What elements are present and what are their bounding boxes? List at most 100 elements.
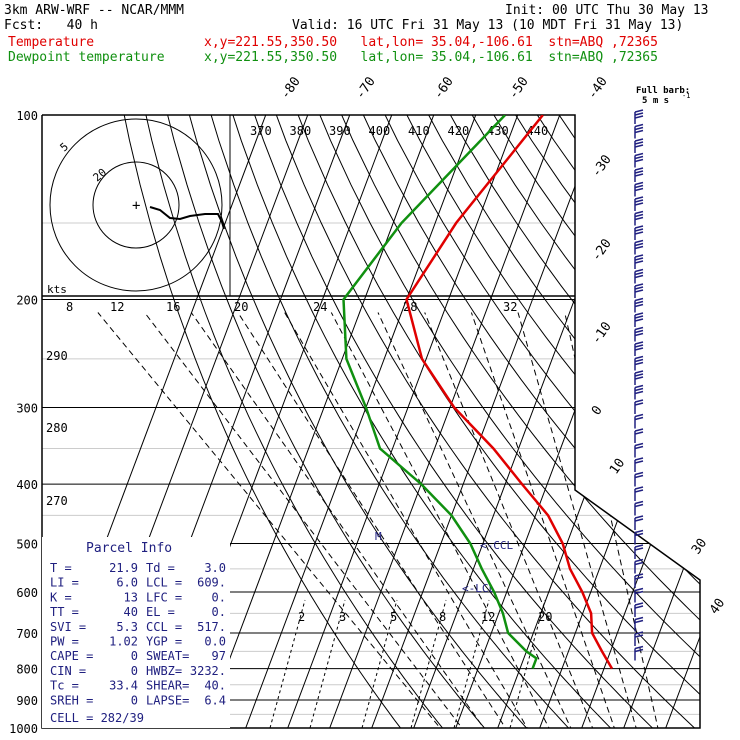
mixing-ratio-line xyxy=(269,599,306,728)
pressure-label: 200 xyxy=(16,294,38,308)
parcel-row: PW = 1.02 YGP = 0.0 xyxy=(50,635,226,649)
dry-adiabat xyxy=(202,115,582,728)
isotherm-label: 10 xyxy=(607,456,628,477)
theta-label: 280 xyxy=(46,421,68,435)
wind-barb xyxy=(634,196,644,211)
dry-adiabat xyxy=(181,115,539,728)
parcel-row: T = 21.9 Td = 3.0 xyxy=(50,561,226,575)
wind-barb xyxy=(634,500,644,516)
moist-adiabat xyxy=(144,312,473,728)
mixing-ratio-label: 8 xyxy=(439,610,446,624)
wind-barb xyxy=(634,486,644,501)
svg-text:Tc =: Tc = xyxy=(50,679,79,693)
parcel-row: SVI = 5.3 CCL = 517. xyxy=(50,620,226,634)
mixing-ratio-label: 20 xyxy=(234,300,248,314)
svg-text:SVI =: SVI = xyxy=(50,620,86,634)
parcel-row: CAPE = 0 SWEAT= 97 xyxy=(50,649,226,663)
dewpoint-location: x,y=221.55,350.50 lat,lon= 35.04,-106.61… xyxy=(204,50,658,65)
pressure-label: 500 xyxy=(16,537,38,551)
mixing-ratio-label: 32 xyxy=(503,300,517,314)
wind-barb xyxy=(634,268,644,284)
theta-e-label: 390 xyxy=(329,124,351,138)
svg-text:EL =: EL = xyxy=(146,605,175,619)
dry-adiabat xyxy=(497,115,700,728)
wind-barb xyxy=(634,616,644,632)
svg-text:T =: T = xyxy=(50,561,72,575)
parcel-row: CIN = 0 HWBZ= 3232. xyxy=(50,664,226,678)
wind-barb xyxy=(634,645,644,661)
wind-barb xyxy=(634,283,644,298)
dry-adiabat xyxy=(244,115,667,728)
svg-text:97: 97 xyxy=(212,649,226,663)
parcel-info-box: Parcel Info T = 21.9 Td = 3.0 LI = 6.0 LCL = 60… xyxy=(42,537,230,728)
mixing-ratio-line xyxy=(509,599,546,728)
svg-text:TT =: TT = xyxy=(50,605,79,619)
dry-adiabat xyxy=(371,115,700,728)
pressure-label: 800 xyxy=(16,663,38,677)
mixing-ratio-line xyxy=(453,599,490,728)
moist-adiabat xyxy=(424,312,599,728)
dry-adiabat xyxy=(328,115,700,728)
mixing-ratio-line xyxy=(410,599,447,728)
hodograph-ring-label: 5 xyxy=(58,140,71,154)
svg-text:40.: 40. xyxy=(204,679,226,693)
pressure-label: 300 xyxy=(16,401,38,415)
valid-time: Valid: 16 UTC Fri 31 May 13 (10 MDT Fri … xyxy=(292,18,684,33)
mixing-ratio-label: 3 xyxy=(339,610,346,624)
svg-text:0.0: 0.0 xyxy=(204,635,226,649)
isotherm xyxy=(618,115,700,728)
theta-e-label: 400 xyxy=(369,124,391,138)
hodograph-center: + xyxy=(132,198,140,214)
hodograph-ring xyxy=(49,118,223,292)
dry-adiabat xyxy=(434,115,700,728)
svg-text:LI =: LI = xyxy=(50,576,79,590)
svg-text:CAPE =: CAPE = xyxy=(50,649,93,663)
svg-text:0: 0 xyxy=(131,649,138,663)
svg-text:CCL =: CCL = xyxy=(146,620,182,634)
pressure-label: 900 xyxy=(16,694,38,708)
mixing-ratio-label: 20 xyxy=(538,610,552,624)
isotherm xyxy=(366,115,613,728)
dry-adiabat xyxy=(581,115,700,728)
hodograph-ring xyxy=(92,161,180,249)
temperature-trace xyxy=(405,115,614,670)
isotherm-label: -60 xyxy=(431,74,457,102)
parcel-annotation: <-LCL xyxy=(462,582,495,595)
temperature-legend: Temperature xyxy=(8,35,95,50)
svg-text:0: 0 xyxy=(131,693,138,707)
mixing-ratio-label: 12 xyxy=(110,300,124,314)
wind-barb xyxy=(634,138,644,153)
svg-text:40: 40 xyxy=(124,605,138,619)
svg-text:517.: 517. xyxy=(197,620,226,634)
theta-e-label: 370 xyxy=(250,124,272,138)
barb-legend-line1: Full barb: xyxy=(636,86,690,96)
svg-text:0.: 0. xyxy=(212,590,226,604)
wind-barb xyxy=(634,312,644,327)
wind-barb xyxy=(634,457,644,472)
dewpoint-trace xyxy=(342,115,538,670)
isotherm-label: -30 xyxy=(589,152,615,180)
mixing-ratio-line xyxy=(309,599,346,728)
svg-text:21.9: 21.9 xyxy=(109,561,138,575)
moist-adiabat xyxy=(237,312,515,728)
isotherm-label: 40 xyxy=(707,596,728,617)
wind-barb xyxy=(634,631,644,646)
mixing-ratio-line xyxy=(361,599,398,728)
svg-text:CIN =: CIN = xyxy=(50,664,86,678)
wind-barb xyxy=(634,123,644,139)
svg-text:13: 13 xyxy=(124,590,138,604)
isotherm-label: -40 xyxy=(585,74,611,102)
moist-adiabat xyxy=(470,312,620,728)
mixing-ratio-label: 16 xyxy=(166,300,180,314)
theta-label: 270 xyxy=(46,494,68,508)
dry-adiabat xyxy=(560,115,700,728)
svg-text:609.: 609. xyxy=(197,576,226,590)
svg-text:Td =: Td = xyxy=(146,561,175,575)
dry-adiabat xyxy=(117,115,411,728)
wind-barb xyxy=(634,428,644,443)
init-time: Init: 00 UTC Thu 30 May 13 xyxy=(505,3,709,18)
wind-barb xyxy=(634,370,644,385)
wind-barb xyxy=(634,529,644,545)
isotherm-label: -70 xyxy=(353,74,379,102)
dry-adiabat xyxy=(286,115,700,728)
